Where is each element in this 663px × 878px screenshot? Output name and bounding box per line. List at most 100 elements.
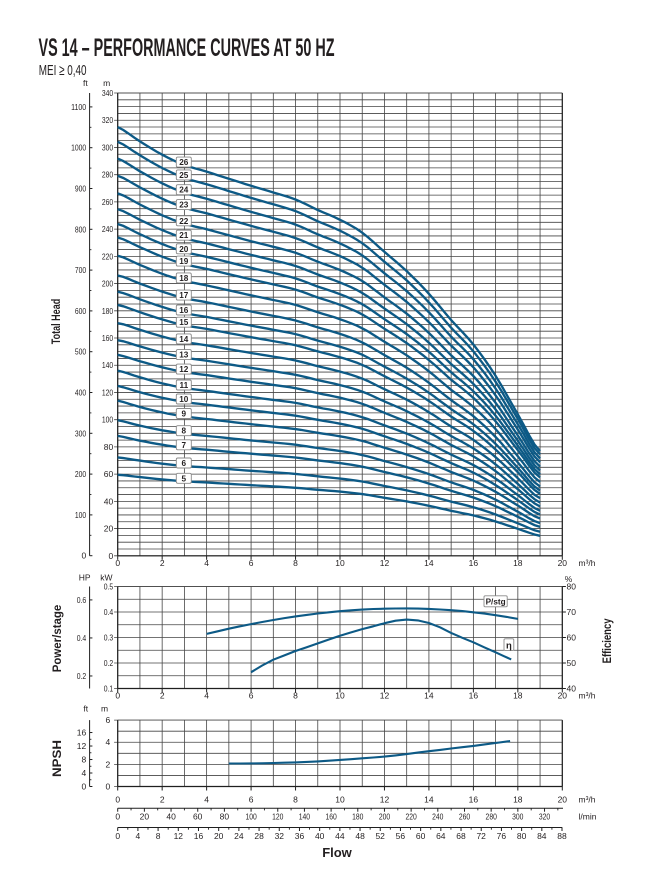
svg-text:14: 14 <box>424 691 434 701</box>
svg-text:12: 12 <box>77 741 87 751</box>
svg-text:9: 9 <box>182 410 187 419</box>
svg-text:120: 120 <box>102 388 114 398</box>
svg-text:4: 4 <box>204 691 209 701</box>
svg-text:7: 7 <box>182 441 187 450</box>
svg-text:72: 72 <box>476 831 486 841</box>
svg-text:1000: 1000 <box>71 143 86 153</box>
svg-text:η: η <box>506 640 512 651</box>
svg-text:40: 40 <box>315 831 325 841</box>
svg-text:6: 6 <box>182 459 187 468</box>
svg-text:76: 76 <box>497 831 507 841</box>
svg-text:16: 16 <box>469 558 479 568</box>
svg-text:1100: 1100 <box>71 102 86 112</box>
svg-text:21: 21 <box>179 231 189 240</box>
svg-text:700: 700 <box>75 265 87 275</box>
svg-text:8: 8 <box>293 691 298 701</box>
svg-text:4: 4 <box>136 831 141 841</box>
svg-text:0.5: 0.5 <box>104 582 114 592</box>
svg-text:6: 6 <box>249 691 254 701</box>
svg-text:4: 4 <box>204 795 209 805</box>
svg-text:60: 60 <box>104 469 114 479</box>
svg-text:260: 260 <box>459 812 471 822</box>
svg-text:MEI ≥ 0,40: MEI ≥ 0,40 <box>39 62 87 79</box>
svg-text:13: 13 <box>179 351 189 360</box>
svg-text:8: 8 <box>293 558 298 568</box>
svg-text:16: 16 <box>77 728 87 738</box>
svg-text:160: 160 <box>102 333 114 343</box>
svg-text:2: 2 <box>160 691 165 701</box>
svg-text:2: 2 <box>160 558 165 568</box>
svg-text:280: 280 <box>102 170 114 180</box>
svg-text:14: 14 <box>424 795 434 805</box>
svg-text:4: 4 <box>81 768 86 778</box>
svg-text:8: 8 <box>156 831 161 841</box>
svg-text:0: 0 <box>105 782 110 792</box>
svg-text:VS 14 – PERFORMANCE CURVES AT: VS 14 – PERFORMANCE CURVES AT 50 HZ <box>39 34 335 62</box>
svg-text:320: 320 <box>102 115 114 125</box>
svg-text:40: 40 <box>104 496 114 506</box>
svg-text:6: 6 <box>105 715 110 725</box>
svg-text:Flow: Flow <box>322 845 352 860</box>
svg-text:32: 32 <box>275 831 285 841</box>
svg-text:12: 12 <box>380 795 390 805</box>
svg-text:20: 20 <box>179 245 189 254</box>
svg-text:60: 60 <box>567 633 577 643</box>
svg-text:2: 2 <box>160 795 165 805</box>
svg-text:56: 56 <box>396 831 406 841</box>
svg-text:200: 200 <box>102 279 114 289</box>
svg-text:340: 340 <box>102 88 114 98</box>
svg-text:16: 16 <box>194 831 204 841</box>
svg-text:200: 200 <box>75 469 87 479</box>
svg-text:60: 60 <box>416 831 426 841</box>
svg-text:52: 52 <box>375 831 385 841</box>
svg-text:m³/h: m³/h <box>579 691 596 701</box>
svg-text:0: 0 <box>108 551 113 561</box>
svg-text:80: 80 <box>517 831 527 841</box>
svg-text:160: 160 <box>325 812 337 822</box>
svg-text:0.3: 0.3 <box>104 633 114 643</box>
svg-text:220: 220 <box>405 812 417 822</box>
svg-text:200: 200 <box>379 812 391 822</box>
svg-text:m³/h: m³/h <box>579 558 596 568</box>
svg-text:280: 280 <box>486 812 498 822</box>
svg-text:140: 140 <box>102 360 114 370</box>
svg-text:300: 300 <box>512 812 524 822</box>
svg-text:6: 6 <box>249 795 254 805</box>
svg-text:20: 20 <box>558 558 568 568</box>
svg-text:220: 220 <box>102 251 114 261</box>
svg-text:10: 10 <box>179 395 189 404</box>
svg-text:100: 100 <box>245 812 257 822</box>
svg-text:300: 300 <box>75 428 87 438</box>
svg-text:Efficiency: Efficiency <box>602 618 614 663</box>
svg-text:36: 36 <box>295 831 305 841</box>
svg-text:16: 16 <box>179 306 189 315</box>
svg-text:0: 0 <box>115 812 120 822</box>
svg-text:0.2: 0.2 <box>104 658 114 668</box>
svg-text:40: 40 <box>567 684 577 694</box>
svg-text:2: 2 <box>105 759 110 769</box>
svg-text:12: 12 <box>174 831 184 841</box>
svg-text:88: 88 <box>557 831 567 841</box>
svg-text:25: 25 <box>179 171 189 180</box>
svg-text:0.4: 0.4 <box>104 607 114 617</box>
svg-text:NPSH: NPSH <box>52 740 64 777</box>
svg-text:0: 0 <box>115 691 120 701</box>
svg-text:6: 6 <box>249 558 254 568</box>
svg-text:m: m <box>103 78 110 88</box>
svg-text:500: 500 <box>75 347 87 357</box>
svg-text:900: 900 <box>75 184 87 194</box>
svg-text:64: 64 <box>436 831 446 841</box>
svg-text:4: 4 <box>204 558 209 568</box>
svg-text:100: 100 <box>102 415 114 425</box>
svg-text:24: 24 <box>179 186 189 195</box>
svg-text:24: 24 <box>234 831 244 841</box>
svg-text:0: 0 <box>115 558 120 568</box>
svg-text:20: 20 <box>558 795 568 805</box>
svg-text:20: 20 <box>558 691 568 701</box>
svg-text:68: 68 <box>456 831 466 841</box>
svg-text:17: 17 <box>179 291 189 300</box>
svg-text:60: 60 <box>193 812 203 822</box>
svg-text:260: 260 <box>102 197 114 207</box>
svg-text:48: 48 <box>355 831 365 841</box>
svg-text:ft: ft <box>83 704 88 714</box>
